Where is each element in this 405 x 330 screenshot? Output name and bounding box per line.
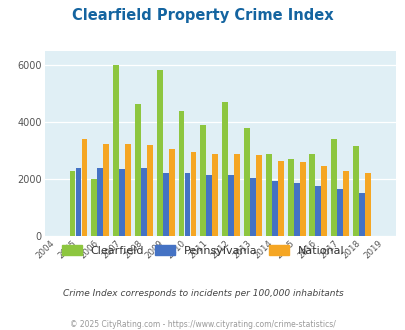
Bar: [147, 145, 152, 236]
Text: Clearfield Property Crime Index: Clearfield Property Crime Index: [72, 8, 333, 23]
Bar: [206, 175, 212, 236]
Bar: [75, 168, 81, 236]
Bar: [178, 111, 184, 236]
Bar: [162, 173, 168, 236]
Bar: [190, 152, 196, 236]
Bar: [119, 169, 125, 236]
Bar: [243, 128, 249, 236]
Bar: [364, 173, 370, 236]
Bar: [277, 161, 283, 236]
Bar: [330, 139, 336, 236]
Bar: [103, 144, 109, 236]
Bar: [113, 65, 119, 236]
Bar: [321, 166, 326, 236]
Bar: [91, 179, 97, 236]
Bar: [69, 171, 75, 236]
Bar: [234, 153, 239, 236]
Bar: [222, 102, 228, 236]
Bar: [337, 189, 342, 236]
Legend: Clearfield, Pennsylvania, National: Clearfield, Pennsylvania, National: [57, 241, 348, 260]
Bar: [125, 144, 131, 236]
Bar: [293, 183, 299, 236]
Bar: [184, 173, 190, 236]
Bar: [212, 153, 218, 236]
Bar: [299, 162, 305, 236]
Bar: [97, 168, 103, 236]
Text: Crime Index corresponds to incidents per 100,000 inhabitants: Crime Index corresponds to incidents per…: [62, 289, 343, 298]
Bar: [156, 70, 162, 236]
Bar: [141, 168, 147, 236]
Bar: [358, 193, 364, 236]
Bar: [352, 147, 358, 236]
Bar: [228, 175, 234, 236]
Bar: [271, 181, 277, 236]
Bar: [309, 153, 315, 236]
Bar: [168, 149, 174, 236]
Bar: [134, 104, 141, 236]
Bar: [315, 186, 321, 236]
Bar: [343, 171, 348, 236]
Bar: [287, 159, 293, 236]
Bar: [256, 155, 261, 236]
Bar: [200, 125, 206, 236]
Bar: [249, 178, 255, 236]
Bar: [81, 139, 87, 236]
Bar: [265, 153, 271, 236]
Text: © 2025 CityRating.com - https://www.cityrating.com/crime-statistics/: © 2025 CityRating.com - https://www.city…: [70, 320, 335, 329]
